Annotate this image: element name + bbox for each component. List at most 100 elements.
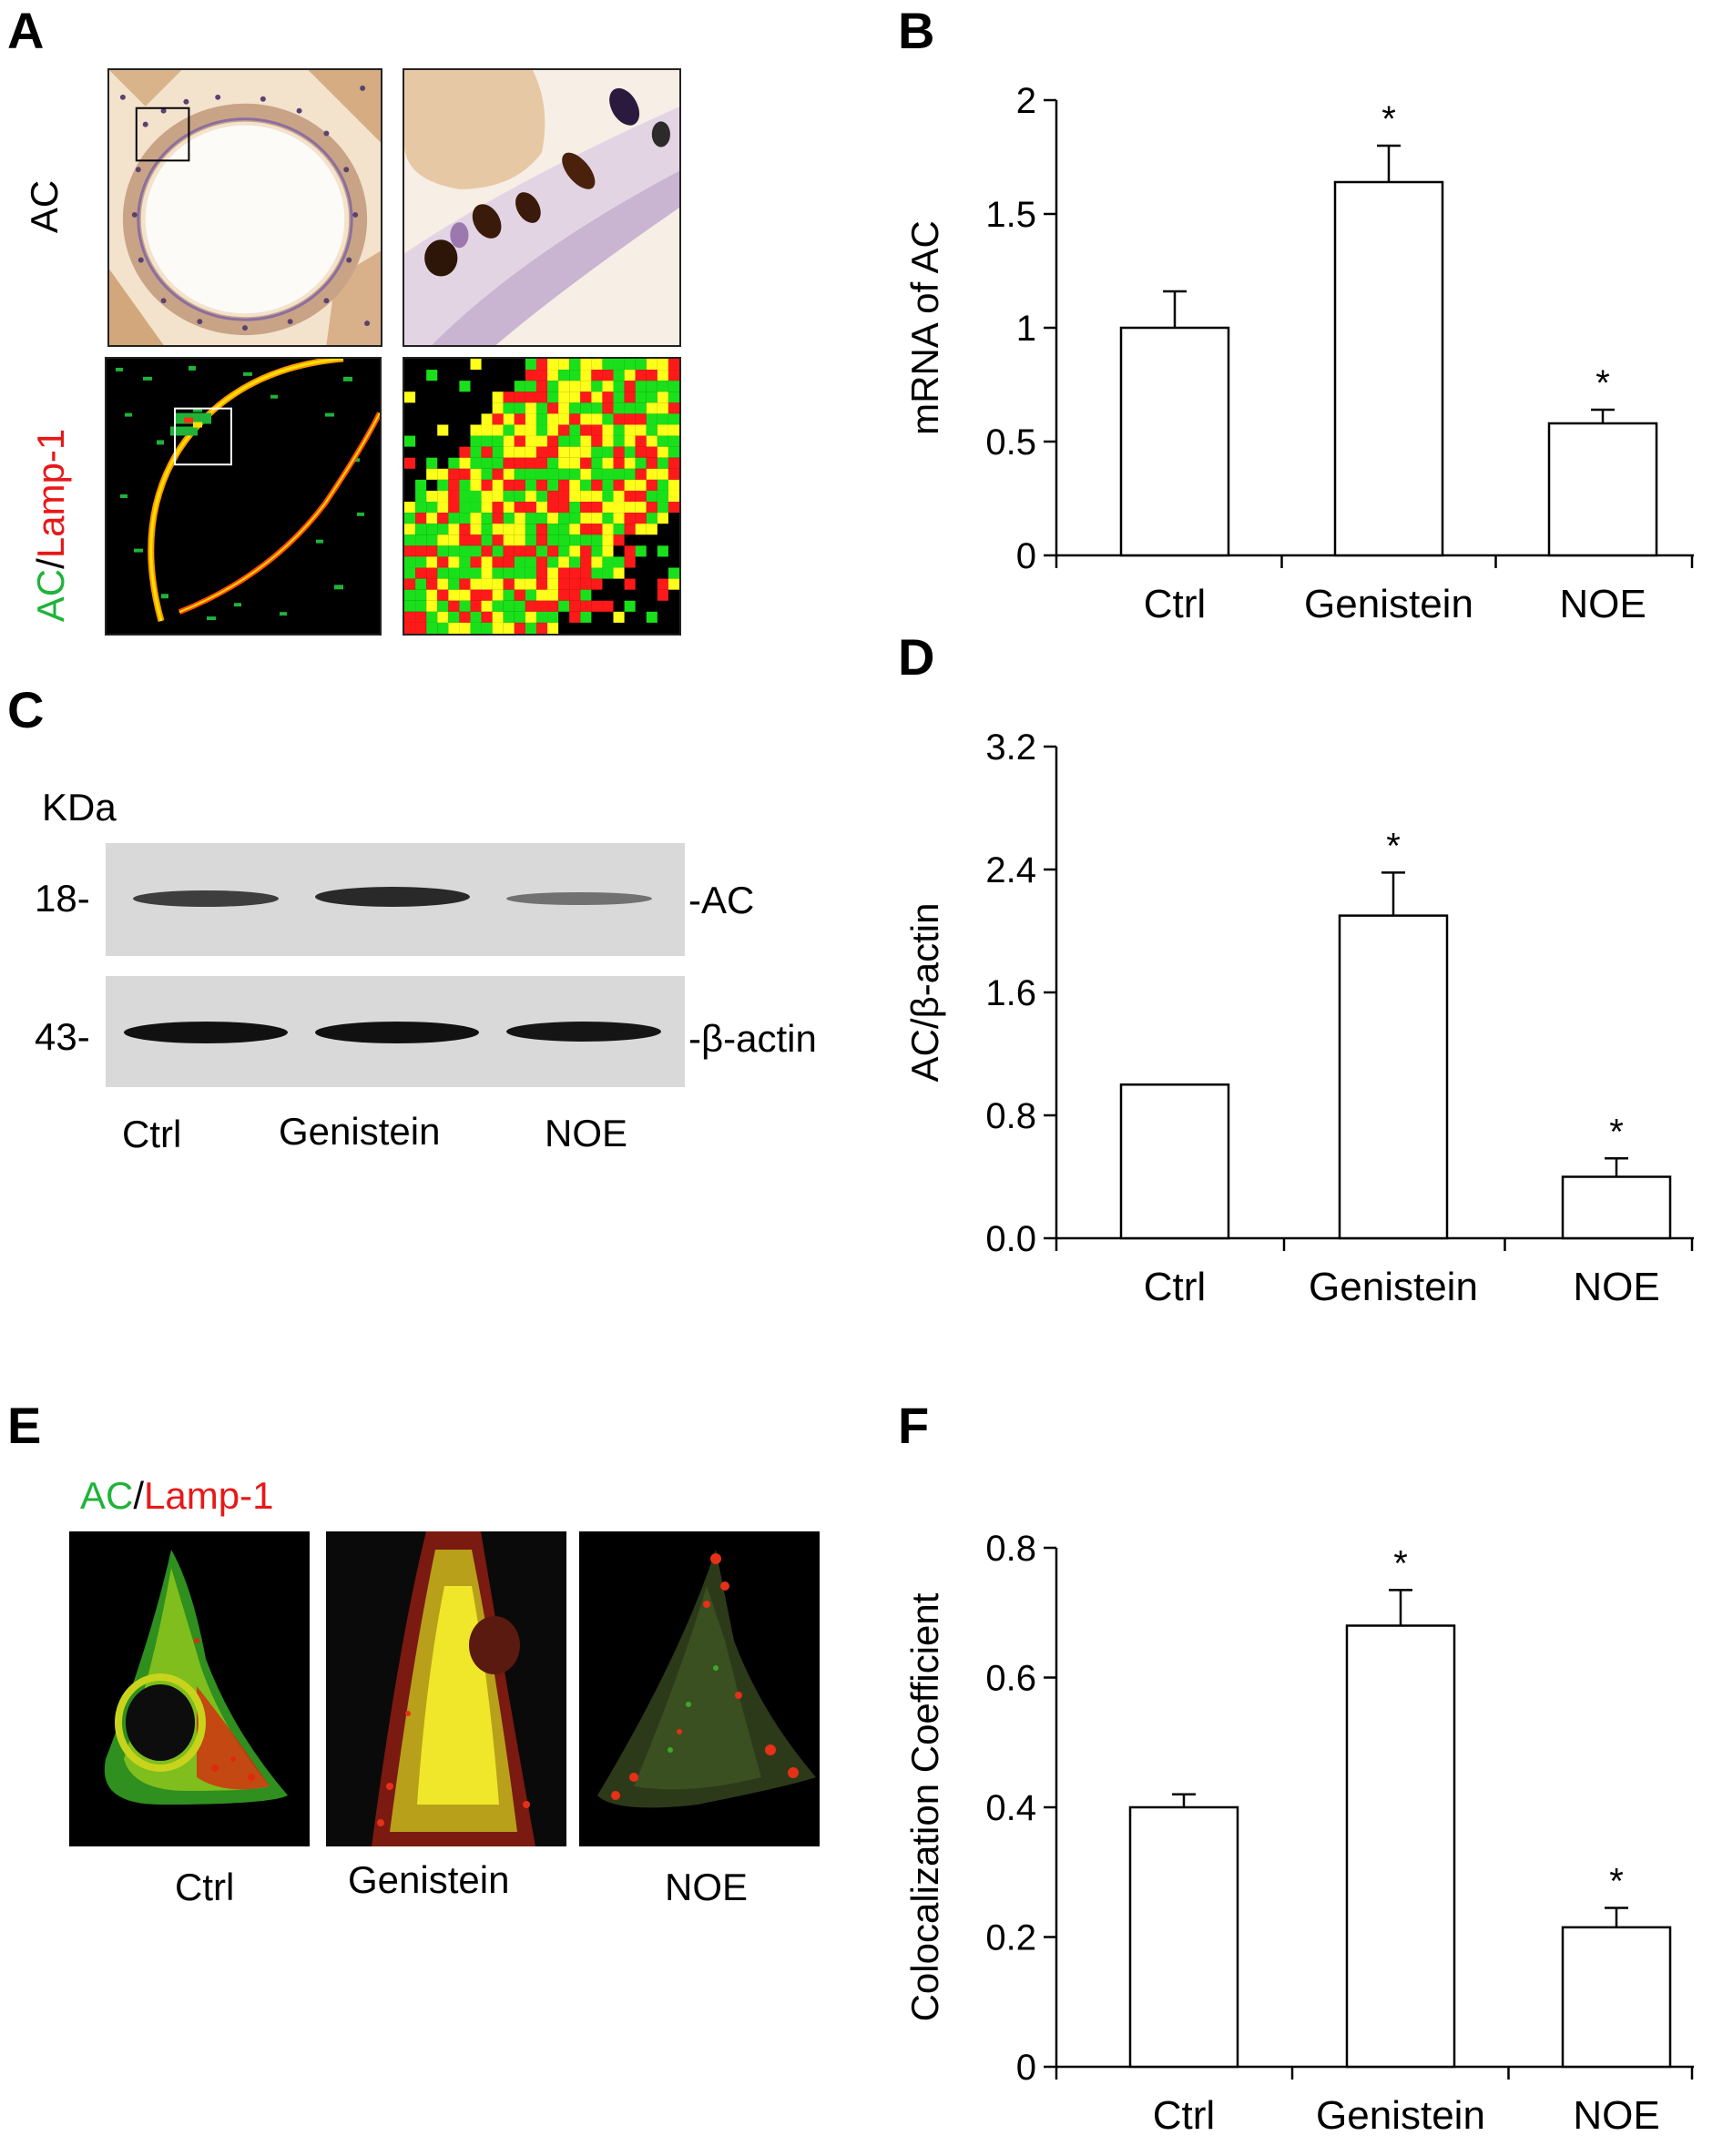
pixel-cell <box>514 490 525 503</box>
pixel-cell <box>459 479 471 491</box>
pixel-cell <box>448 578 460 590</box>
pixel-cell <box>635 490 647 503</box>
pixel-cell <box>558 392 570 403</box>
pixel-cell <box>635 468 647 480</box>
pixel-cell <box>470 600 482 612</box>
pixel-cell <box>558 370 570 381</box>
pixel-cell <box>624 402 636 414</box>
pixel-cell <box>569 600 581 612</box>
pixel-cell <box>404 457 416 469</box>
bar-noe <box>1547 422 1658 557</box>
lane-label-ctrl: Ctrl <box>122 1113 182 1155</box>
pixel-cell <box>646 370 658 381</box>
pixel-cell <box>514 402 525 414</box>
pixel-cell <box>558 567 570 579</box>
pixel-cell <box>470 622 482 634</box>
pixel-cell <box>580 424 592 436</box>
pixel-cell <box>558 502 570 514</box>
pixel-cell <box>547 513 559 524</box>
pixel-cell <box>635 513 647 524</box>
pixel-cell <box>448 490 460 503</box>
pixel-cell <box>426 524 438 535</box>
legend-slash: / <box>29 558 73 569</box>
pixel-cell <box>635 479 647 491</box>
pixel-cell <box>503 545 515 557</box>
pixel-cell <box>624 435 636 447</box>
pixel-cell <box>503 392 515 403</box>
pixel-cell <box>535 567 548 579</box>
pixel-cell <box>547 534 559 546</box>
pixel-cell <box>470 567 482 579</box>
pixel-cell <box>602 490 614 503</box>
pixel-cell <box>525 468 536 480</box>
pixel-cell <box>525 435 536 447</box>
pixel-cell <box>547 479 559 491</box>
pixel-cell <box>459 513 471 524</box>
pixel-cell <box>481 457 493 469</box>
pixel-cell <box>514 589 525 601</box>
pixel-cell <box>426 490 438 503</box>
pixel-cell <box>657 413 668 425</box>
pixel-cell <box>481 479 493 491</box>
y-tick-label: 0.0 <box>985 1219 1036 1259</box>
pixel-cell <box>646 424 658 436</box>
pixel-cell <box>547 446 559 458</box>
pixel-cell <box>646 457 658 469</box>
panel-letter-d: D <box>898 628 935 686</box>
pixel-cell <box>547 556 559 568</box>
pixel-cell <box>591 567 603 579</box>
pixel-cell <box>492 413 504 425</box>
y-axis-label: Colocalization Coefficient <box>903 1592 946 2021</box>
pixel-cell <box>569 446 581 458</box>
pixel-cell <box>492 446 504 458</box>
pixel-cell <box>492 468 504 480</box>
pixel-cell <box>613 413 625 425</box>
pixel-cell <box>470 446 482 458</box>
pixel-cell <box>437 513 449 524</box>
pixel-cell <box>514 556 525 568</box>
pixel-cell <box>569 578 581 590</box>
pixel-cell <box>481 545 493 557</box>
pixel-cell <box>525 611 536 623</box>
pixel-cell <box>535 490 548 503</box>
pixel-cell <box>580 468 592 480</box>
band-label-ac: -AC <box>688 879 755 921</box>
pixel-cell <box>535 381 548 392</box>
pixel-cell <box>547 413 559 425</box>
pixel-cell <box>415 567 427 579</box>
pixel-cell <box>481 622 493 634</box>
lane-label-genistein: Genistein <box>279 1110 441 1153</box>
pixel-cell <box>404 611 416 623</box>
pixel-cell <box>535 600 548 612</box>
pixel-cell <box>569 479 581 491</box>
pixel-cell <box>525 479 536 491</box>
pixel-cell <box>547 392 559 403</box>
pixel-cell <box>580 435 592 447</box>
pixel-cell <box>624 413 636 425</box>
cell-caption-ctrl: Ctrl <box>175 1866 235 1908</box>
pixel-cell <box>624 578 636 590</box>
pixel-cell <box>535 578 548 590</box>
y-tick-label: 0.6 <box>985 1659 1036 1699</box>
pixel-cell <box>525 567 536 579</box>
marker-18: 18- <box>35 877 90 920</box>
pixel-cell <box>613 513 625 524</box>
panel-letter-a: A <box>7 2 45 59</box>
pixel-cell <box>415 524 427 535</box>
pixel-cell <box>503 457 515 469</box>
pixel-cell <box>514 457 525 469</box>
band-label-beta-actin: -β-actin <box>688 1017 817 1060</box>
pixel-cell <box>426 611 438 623</box>
pixel-cell <box>624 424 636 436</box>
pixel-cell <box>470 424 482 436</box>
pixel-cell <box>635 424 647 436</box>
pixel-cell <box>613 479 625 491</box>
pixel-cell <box>426 534 438 546</box>
pixel-cell <box>470 589 482 601</box>
pixel-cell <box>492 567 504 579</box>
pixel-cell <box>591 545 603 557</box>
pixel-cell <box>535 370 548 381</box>
pixel-cell <box>426 457 438 469</box>
pixel-cell <box>591 490 603 503</box>
y-axis-label: AC/β-actin <box>903 903 946 1083</box>
